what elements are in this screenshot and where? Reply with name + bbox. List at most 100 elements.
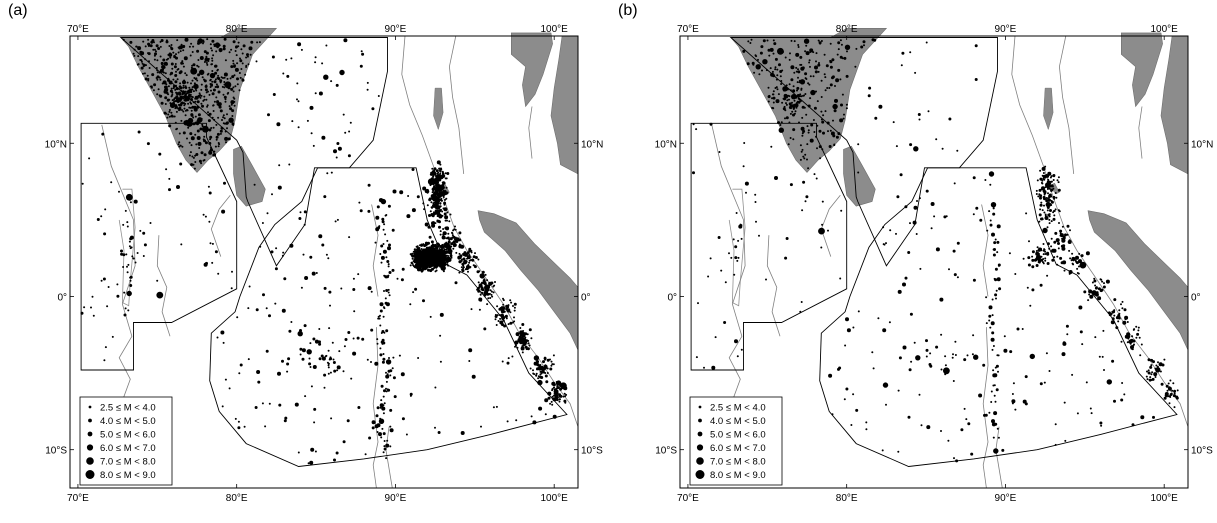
earthquake-event: [304, 395, 307, 398]
earthquake-event: [310, 447, 315, 452]
earthquake-event: [209, 78, 212, 81]
earthquake-event: [106, 305, 109, 308]
earthquake-event: [533, 355, 540, 361]
earthquake-event: [124, 209, 127, 212]
earthquake-event: [1039, 196, 1042, 200]
earthquake-event: [839, 118, 844, 123]
earthquake-event: [1043, 211, 1046, 214]
earthquake-event: [540, 376, 544, 379]
earthquake-event: [162, 71, 165, 74]
lon-tick-label-top: 100°E: [1151, 24, 1179, 35]
earthquake-event: [389, 374, 392, 377]
earthquake-event: [539, 373, 542, 376]
earthquake-event: [1175, 396, 1179, 400]
earthquake-event: [350, 377, 353, 380]
earthquake-event: [159, 55, 162, 58]
earthquake-event: [447, 264, 450, 267]
earthquake-event: [473, 265, 477, 269]
earthquake-event: [441, 172, 444, 175]
earthquake-event: [216, 336, 219, 339]
earthquake-event: [147, 42, 151, 46]
earthquake-event: [492, 291, 495, 294]
earthquake-event: [182, 95, 185, 98]
earthquake-event: [963, 407, 966, 410]
legend-entry: 7.0 ≤ M < 8.0: [100, 457, 156, 468]
earthquake-event: [1009, 350, 1013, 354]
earthquake-event: [387, 204, 391, 208]
earthquake-event: [799, 158, 802, 161]
earthquake-event: [168, 98, 171, 101]
earthquake-event: [513, 302, 517, 306]
earthquake-event: [182, 45, 185, 49]
earthquake-event: [793, 90, 795, 93]
earthquake-event: [1054, 443, 1057, 446]
lat-tick-label-right: 0°: [1191, 292, 1201, 303]
earthquake-event: [202, 40, 205, 43]
earthquake-event: [449, 254, 453, 258]
bathymetry-contour: [156, 235, 171, 337]
earthquake-event: [219, 132, 222, 135]
earthquake-event: [795, 52, 800, 57]
earthquake-event: [137, 130, 141, 134]
earthquake-event: [387, 388, 391, 392]
earthquake-event: [353, 310, 356, 313]
earthquake-event: [381, 338, 385, 342]
earthquake-event: [490, 281, 494, 285]
earthquake-event: [253, 183, 256, 186]
legend-box: [689, 396, 783, 486]
earthquake-event: [813, 173, 816, 176]
earthquake-event: [208, 191, 212, 195]
earthquake-event: [228, 87, 231, 90]
earthquake-event: [1120, 398, 1124, 402]
earthquake-event: [443, 212, 447, 216]
earthquake-event: [795, 66, 798, 69]
earthquake-event: [801, 209, 804, 212]
earthquake-event: [834, 85, 836, 87]
sri-lanka-landmass: [233, 145, 266, 207]
bathymetry-contour: [995, 426, 1003, 489]
earthquake-event: [297, 100, 300, 103]
earthquake-event: [433, 211, 435, 214]
earthquake-event: [974, 44, 978, 48]
earthquake-event: [196, 49, 200, 53]
earthquake-event: [1131, 423, 1135, 427]
earthquake-event: [537, 377, 540, 380]
earthquake-event: [183, 56, 188, 61]
earthquake-event: [1109, 312, 1113, 316]
earthquake-event: [909, 222, 911, 225]
earthquake-event: [133, 54, 136, 57]
earthquake-event: [1050, 250, 1053, 252]
earthquake-event: [834, 98, 838, 103]
earthquake-event: [458, 260, 462, 264]
earthquake-event: [431, 223, 436, 228]
earthquake-event: [793, 40, 796, 43]
earthquake-event: [438, 214, 443, 219]
earthquake-event: [839, 277, 842, 280]
earthquake-event: [798, 121, 800, 124]
earthquake-event: [802, 94, 804, 97]
earthquake-event: [472, 264, 475, 267]
earthquake-event: [168, 45, 171, 47]
earthquake-event: [1001, 448, 1005, 452]
earthquake-event: [333, 369, 337, 373]
earthquake-event: [526, 347, 530, 351]
earthquake-event: [179, 100, 182, 102]
earthquake-event: [179, 162, 183, 166]
earthquake-event: [535, 374, 538, 377]
earthquake-event: [743, 142, 746, 144]
earthquake-event: [170, 111, 173, 114]
earthquake-event: [230, 65, 234, 69]
earthquake-event: [232, 124, 235, 126]
earthquake-event: [344, 131, 347, 134]
earthquake-event: [956, 276, 959, 279]
earthquake-event: [234, 50, 237, 52]
earthquake-event: [182, 97, 185, 100]
earthquake-event: [796, 86, 800, 90]
earthquake-event: [337, 146, 342, 151]
earthquake-event: [181, 60, 184, 63]
earthquake-event: [800, 66, 805, 71]
earthquake-event: [367, 209, 371, 213]
earthquake-event: [180, 90, 183, 92]
earthquake-event: [209, 242, 212, 245]
earthquake-event: [789, 183, 793, 187]
